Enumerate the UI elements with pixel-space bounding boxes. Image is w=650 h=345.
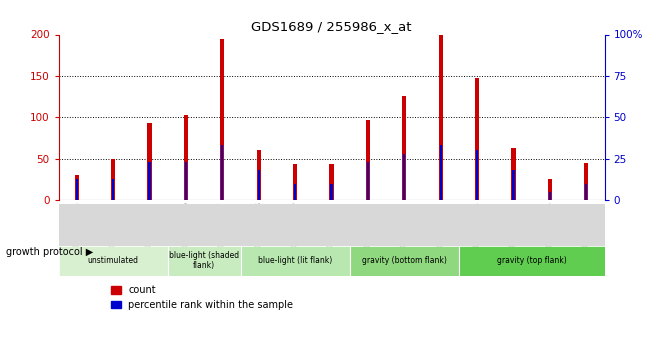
Bar [221, 146, 224, 200]
Bar [548, 179, 552, 200]
Bar [220, 39, 224, 200]
Bar [58, 204, 604, 246]
Bar [257, 150, 261, 200]
Bar [584, 163, 588, 200]
Bar [111, 159, 115, 200]
Text: blue-light (shaded
flank): blue-light (shaded flank) [169, 251, 239, 270]
Bar [512, 148, 515, 200]
Text: unstimulated: unstimulated [88, 256, 138, 265]
Legend: count, percentile rank within the sample: count, percentile rank within the sample [107, 282, 297, 314]
Bar [112, 179, 114, 200]
Bar [403, 154, 406, 200]
Bar [58, 246, 168, 276]
Bar [476, 150, 478, 200]
Bar [240, 246, 350, 276]
Text: gravity (top flank): gravity (top flank) [497, 256, 567, 265]
Bar [439, 146, 442, 200]
Text: blue-light (lit flank): blue-light (lit flank) [258, 256, 332, 265]
Bar [439, 34, 443, 200]
Bar [148, 123, 151, 200]
Bar [549, 192, 551, 200]
Bar [184, 115, 188, 200]
Bar [330, 184, 333, 200]
Bar [459, 246, 604, 276]
Bar [512, 170, 515, 200]
Bar [367, 162, 369, 200]
Title: GDS1689 / 255986_x_at: GDS1689 / 255986_x_at [252, 20, 411, 33]
Bar [257, 170, 260, 200]
Bar [585, 184, 588, 200]
Text: gravity (bottom flank): gravity (bottom flank) [362, 256, 447, 265]
Bar [148, 162, 151, 200]
Text: growth protocol ▶: growth protocol ▶ [6, 247, 94, 257]
Bar [475, 78, 479, 200]
Bar [168, 246, 240, 276]
Bar [185, 162, 187, 200]
Bar [293, 165, 297, 200]
Bar [58, 200, 604, 345]
Bar [350, 246, 459, 276]
Bar [330, 165, 333, 200]
Bar [294, 184, 296, 200]
Bar [75, 179, 78, 200]
Bar [402, 96, 406, 200]
Bar [366, 120, 370, 200]
Bar [75, 175, 79, 200]
